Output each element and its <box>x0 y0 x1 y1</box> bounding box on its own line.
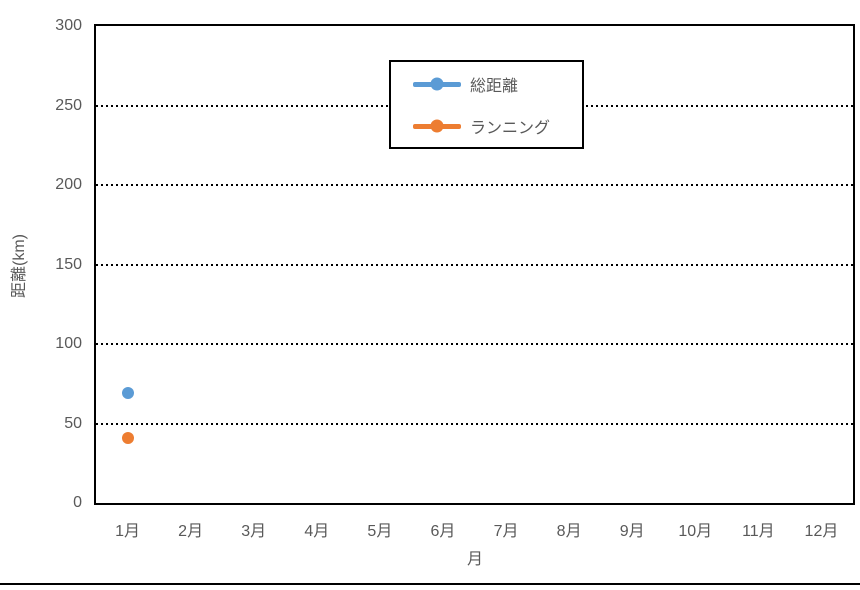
legend-line-marker-icon <box>413 77 461 91</box>
legend-label: 総距離 <box>470 77 519 95</box>
y-tick-label: 100 <box>55 335 82 352</box>
y-tick-label: 250 <box>55 96 82 114</box>
legend-item-ランニング[interactable]: ランニング <box>413 114 582 138</box>
gridline <box>96 184 853 186</box>
gridline <box>96 343 853 345</box>
x-tick-label: 9月 <box>619 523 645 540</box>
y-tick-label: 0 <box>73 494 82 511</box>
y-tick-label: 50 <box>64 414 82 432</box>
x-tick-label: 4月 <box>304 523 330 540</box>
x-tick-label: 6月 <box>430 523 456 540</box>
y-tick-label: 300 <box>55 17 82 34</box>
legend-line-marker-icon <box>413 119 461 133</box>
x-tick-label: 11月 <box>742 523 775 540</box>
y-tick-label: 150 <box>55 255 82 273</box>
bottom-horizontal-rule <box>0 583 860 585</box>
legend-label: ランニング <box>470 119 551 137</box>
x-tick-label: 2月 <box>178 523 204 540</box>
gridline <box>96 422 853 425</box>
x-tick-label: 8月 <box>556 523 582 540</box>
x-tick-label: 3月 <box>241 523 267 540</box>
legend-item-総距離[interactable]: 総距離 <box>413 72 582 96</box>
x-tick-label: 10月 <box>678 523 713 540</box>
y-tick-label: 200 <box>55 176 82 193</box>
gridline <box>96 263 853 266</box>
x-tick-label: 7月 <box>493 523 519 540</box>
x-tick-label: 5月 <box>367 523 393 540</box>
x-tick-label: 1月 <box>115 523 140 540</box>
x-tick-label: 12月 <box>804 523 839 540</box>
data-point-ランニング[interactable] <box>121 431 134 444</box>
data-point-総距離[interactable] <box>121 387 134 400</box>
x-axis-title: 月 <box>466 551 483 568</box>
legend[interactable]: 総距離 ランニング <box>389 60 584 149</box>
